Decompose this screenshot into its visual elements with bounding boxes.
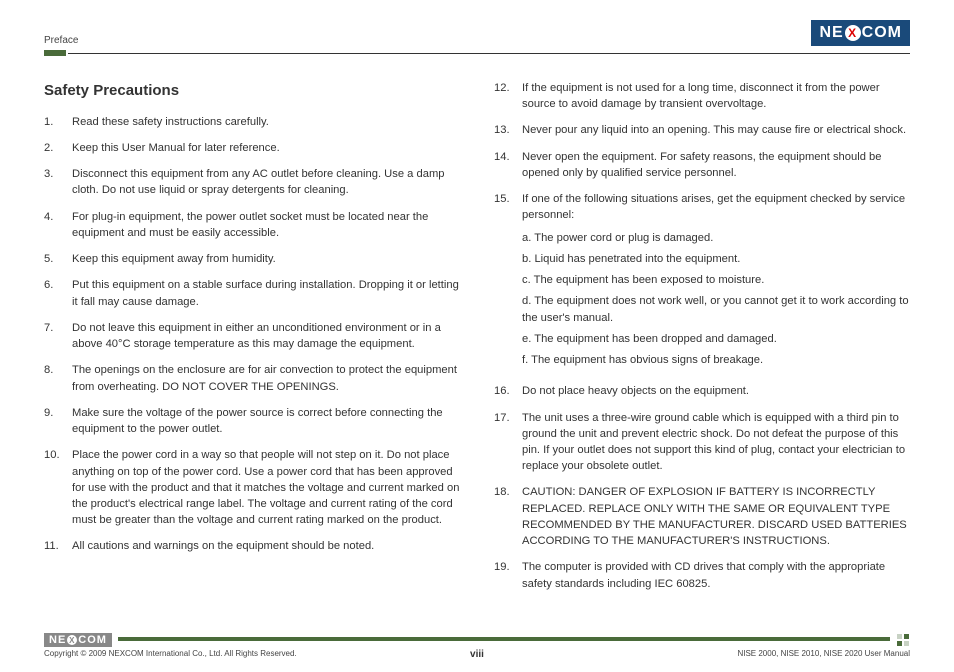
list-item: Disconnect this equipment from any AC ou… — [44, 166, 460, 198]
logo-x-icon: X — [845, 25, 861, 41]
sublist-item: a. The power cord or plug is damaged. — [522, 230, 910, 246]
list-item: Put this equipment on a stable surface d… — [44, 277, 460, 309]
list-item: Do not place heavy objects on the equipm… — [494, 383, 910, 399]
list-item: Never pour any liquid into an opening. T… — [494, 122, 910, 138]
footer-decoration-icon — [896, 633, 910, 647]
list-item: For plug-in equipment, the power outlet … — [44, 209, 460, 241]
section-label: Preface — [44, 35, 78, 46]
sublist-item: c. The equipment has been exposed to moi… — [522, 272, 910, 288]
footer-logo: NEXCOM — [44, 633, 112, 647]
precautions-list-right: If the equipment is not used for a long … — [494, 80, 910, 592]
list-item: The openings on the enclosure are for ai… — [44, 362, 460, 394]
column-left: Safety Precautions Read these safety ins… — [44, 80, 460, 602]
list-item: Never open the equipment. For safety rea… — [494, 149, 910, 181]
manual-title: NISE 2000, NISE 2010, NISE 2020 User Man… — [737, 649, 910, 658]
sublist-item: d. The equipment does not work well, or … — [522, 293, 910, 325]
logo-x-icon: X — [67, 635, 77, 645]
sublist-item: f. The equipment has obvious signs of br… — [522, 352, 910, 368]
list-item: Place the power cord in a way so that pe… — [44, 447, 460, 528]
page-number: viii — [470, 649, 484, 660]
content-columns: Safety Precautions Read these safety ins… — [44, 80, 910, 602]
precautions-list-left: Read these safety instructions carefully… — [44, 114, 460, 555]
sublist-item: b. Liquid has penetrated into the equipm… — [522, 251, 910, 267]
list-item: Keep this User Manual for later referenc… — [44, 140, 460, 156]
list-item: The unit uses a three-wire ground cable … — [494, 410, 910, 475]
list-item: The computer is provided with CD drives … — [494, 559, 910, 591]
list-item: Do not leave this equipment in either an… — [44, 320, 460, 352]
header-rule — [44, 50, 910, 56]
column-right: If the equipment is not used for a long … — [494, 80, 910, 602]
list-item: Keep this equipment away from humidity. — [44, 251, 460, 267]
list-item: All cautions and warnings on the equipme… — [44, 538, 460, 554]
brand-logo: NEXCOM — [811, 20, 910, 46]
list-item: If the equipment is not used for a long … — [494, 80, 910, 112]
list-item: Make sure the voltage of the power sourc… — [44, 405, 460, 437]
copyright-text: Copyright © 2009 NEXCOM International Co… — [44, 649, 297, 658]
sublist-item: e. The equipment has been dropped and da… — [522, 331, 910, 347]
list-item: CAUTION: DANGER OF EXPLOSION IF BATTERY … — [494, 484, 910, 549]
list-item: If one of the following situations arise… — [494, 191, 910, 373]
page-footer: NEXCOM Copyright © 2009 NEXCOM Internati… — [44, 632, 910, 658]
section-title: Safety Precautions — [44, 80, 460, 102]
list-item: Read these safety instructions carefully… — [44, 114, 460, 130]
sublist: a. The power cord or plug is damaged. b. … — [522, 230, 910, 369]
page-header: Preface NEXCOM — [44, 20, 910, 46]
